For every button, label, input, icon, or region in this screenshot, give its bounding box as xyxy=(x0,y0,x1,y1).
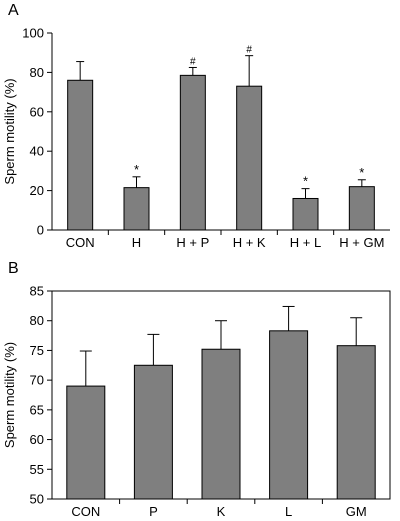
y-tick-label: 70 xyxy=(30,373,44,388)
y-tick-label: 60 xyxy=(30,104,44,119)
significance-marker: * xyxy=(134,162,139,177)
bar xyxy=(236,85,263,231)
panel-label: B xyxy=(8,260,19,277)
bar xyxy=(179,74,206,231)
bar xyxy=(348,186,375,231)
x-tick-label: L xyxy=(285,504,292,516)
y-axis-label: Sperm motility (%) xyxy=(2,342,17,448)
significance-marker: # xyxy=(190,56,196,67)
x-tick-label: CON xyxy=(66,235,95,250)
bar xyxy=(66,385,106,500)
bar xyxy=(67,79,94,231)
panel-b: B Sperm motility (%) 50 55 60 65 70 75 80 85 CON P K… xyxy=(2,260,391,519)
x-tick-label: CON xyxy=(71,504,100,516)
significance-marker: * xyxy=(303,174,308,189)
y-tick-label: 75 xyxy=(30,343,44,358)
x-tick-label: H + L xyxy=(290,235,321,250)
y-tick-label: 60 xyxy=(30,432,44,447)
y-tick-label: 80 xyxy=(30,313,44,328)
x-tick-label: H + GM xyxy=(339,235,384,250)
bar xyxy=(201,348,241,500)
y-tick-label: 55 xyxy=(30,462,44,477)
x-tick-label: K xyxy=(217,504,226,516)
y-tick-label: 100 xyxy=(22,26,44,41)
significance-marker: # xyxy=(246,45,252,56)
y-tick-label: 50 xyxy=(30,492,44,507)
significance-marker: * xyxy=(359,165,364,180)
bar xyxy=(123,187,150,231)
y-tick-label: 20 xyxy=(30,183,44,198)
x-tick-label: H + P xyxy=(176,235,209,250)
bar xyxy=(292,197,319,231)
bar xyxy=(269,330,309,500)
y-axis-label: Sperm motility (%) xyxy=(2,78,17,184)
bar xyxy=(133,364,173,500)
y-tick-label: 85 xyxy=(30,284,44,299)
panel-a: A Sperm motility (%) 0 20 40 60 80 100 CON * H # H +… xyxy=(2,2,390,250)
x-tick-label: GM xyxy=(346,504,367,516)
bar xyxy=(336,345,376,500)
panel-label: A xyxy=(8,2,19,19)
x-tick-label: H xyxy=(132,235,141,250)
y-tick-label: 80 xyxy=(30,65,44,80)
x-tick-label: P xyxy=(149,504,158,516)
x-tick-label: H + K xyxy=(233,235,266,250)
y-tick-label: 65 xyxy=(30,402,44,417)
y-tick-label: 40 xyxy=(30,144,44,159)
y-tick-label: 0 xyxy=(37,223,44,238)
